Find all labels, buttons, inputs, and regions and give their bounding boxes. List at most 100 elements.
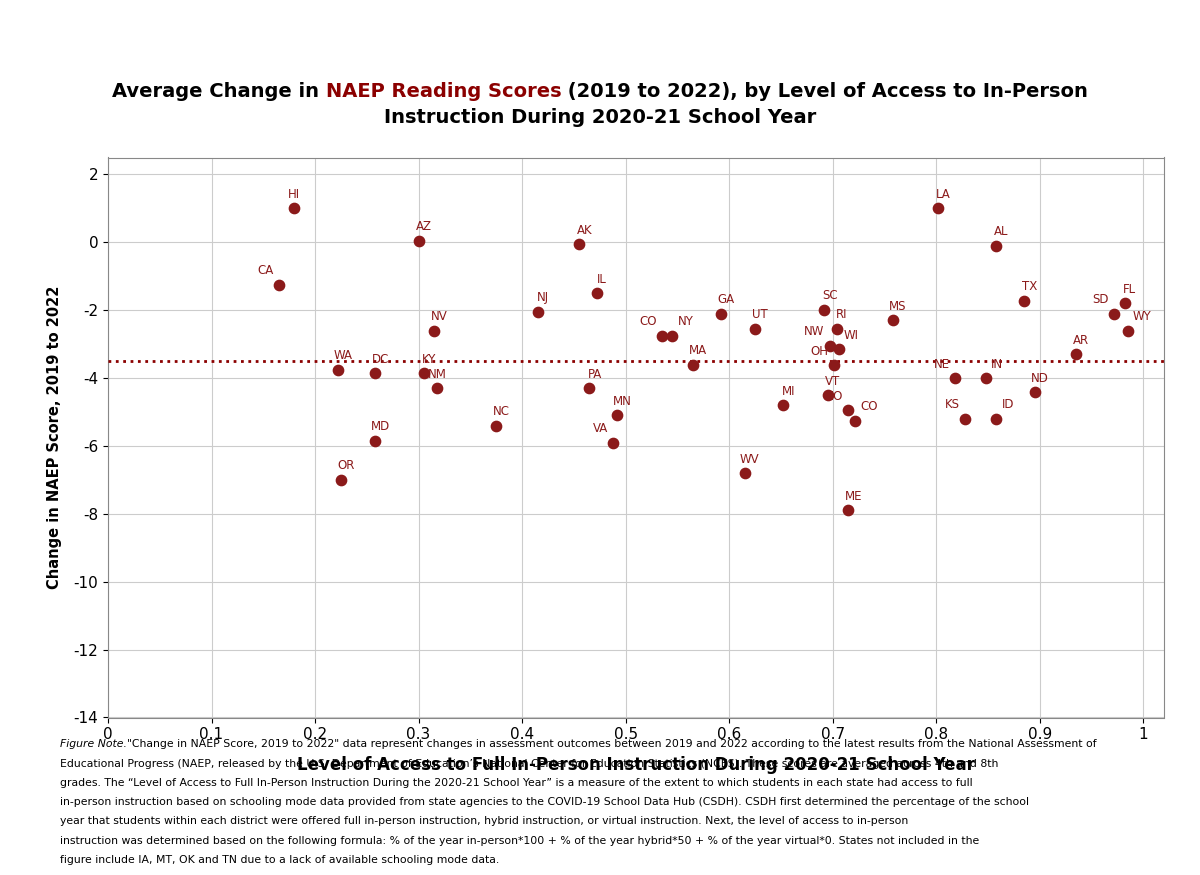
Point <box>712 306 731 320</box>
Point <box>607 409 626 423</box>
Text: WA: WA <box>334 349 353 362</box>
Point <box>331 473 350 487</box>
Text: Average Change in: Average Change in <box>112 82 325 101</box>
Point <box>815 303 834 317</box>
Text: FL: FL <box>1123 283 1136 296</box>
Text: (2019 to 2022), by Level of Access to In-Person: (2019 to 2022), by Level of Access to In… <box>562 82 1088 101</box>
Text: figure include IA, MT, OK and TN due to a lack of available schooling mode data.: figure include IA, MT, OK and TN due to … <box>60 855 499 864</box>
Point <box>528 304 547 318</box>
Point <box>487 418 506 432</box>
Text: CA: CA <box>257 264 274 277</box>
Point <box>1067 347 1086 361</box>
Text: KS: KS <box>946 398 960 411</box>
Point <box>1105 306 1124 320</box>
Point <box>820 339 839 353</box>
Text: MN: MN <box>613 395 632 408</box>
Text: LA: LA <box>936 188 950 201</box>
Text: IN: IN <box>991 358 1003 371</box>
Text: AK: AK <box>576 224 592 236</box>
Point <box>329 362 348 376</box>
Text: instruction was determined based on the following formula: % of the year in-pers: instruction was determined based on the … <box>60 836 979 845</box>
Text: Educational Progress (NAEP, released by the U.S. Department of Education’s Natio: Educational Progress (NAEP, released by … <box>60 759 998 768</box>
Text: year that students within each district were offered full in-person instruction,: year that students within each district … <box>60 816 908 826</box>
Text: WY: WY <box>1133 310 1152 323</box>
Point <box>1115 297 1134 311</box>
Point <box>425 324 444 338</box>
Point <box>745 322 764 336</box>
Text: MA: MA <box>689 344 707 357</box>
Point <box>1015 294 1034 308</box>
Text: SC: SC <box>822 289 838 302</box>
Text: in-person instruction based on schooling mode data provided from state agencies : in-person instruction based on schooling… <box>60 797 1030 807</box>
Point <box>427 382 446 396</box>
Text: NW: NW <box>804 326 824 339</box>
Text: WI: WI <box>844 329 859 342</box>
Point <box>818 388 838 402</box>
Point <box>1118 324 1138 338</box>
Text: UT: UT <box>752 308 768 321</box>
Point <box>604 436 623 450</box>
Text: NC: NC <box>493 405 510 418</box>
Y-axis label: Change in NAEP Score, 2019 to 2022: Change in NAEP Score, 2019 to 2022 <box>48 286 62 589</box>
Text: MS: MS <box>889 300 907 313</box>
Text: ME: ME <box>845 490 862 503</box>
Text: OR: OR <box>337 459 355 472</box>
Point <box>662 329 682 343</box>
Text: ID: ID <box>1002 398 1014 411</box>
Text: NY: NY <box>678 315 694 328</box>
X-axis label: Level of Access to Full In-Person Instruction During 2020-21 School Year: Level of Access to Full In-Person Instru… <box>298 756 974 774</box>
Text: GA: GA <box>718 293 734 306</box>
Text: RI: RI <box>836 308 847 321</box>
Text: NM: NM <box>427 368 446 381</box>
Text: Figure Note.: Figure Note. <box>60 739 127 749</box>
Text: NE: NE <box>934 358 949 371</box>
Text: AR: AR <box>1073 334 1090 346</box>
Text: AL: AL <box>995 225 1009 238</box>
Point <box>929 201 948 215</box>
Text: MO: MO <box>823 390 844 402</box>
Point <box>683 358 702 372</box>
Point <box>986 239 1006 253</box>
Text: SD: SD <box>1093 293 1109 306</box>
Point <box>883 313 902 327</box>
Point <box>269 277 288 291</box>
Text: HI: HI <box>288 188 300 201</box>
Point <box>824 358 844 372</box>
Point <box>977 371 996 385</box>
Point <box>986 412 1006 426</box>
Text: "Change in NAEP Score, 2019 to 2022" data represent changes in assessment outcom: "Change in NAEP Score, 2019 to 2022" dat… <box>127 739 1097 749</box>
Text: VA: VA <box>593 422 608 435</box>
Text: NV: NV <box>431 310 448 323</box>
Text: MD: MD <box>371 420 390 433</box>
Point <box>955 412 974 426</box>
Text: ND: ND <box>1031 372 1049 385</box>
Point <box>409 234 428 248</box>
Text: NJ: NJ <box>536 291 548 304</box>
Point <box>414 366 433 380</box>
Point <box>284 201 304 215</box>
Point <box>366 366 385 380</box>
Point <box>736 466 755 480</box>
Text: TX: TX <box>1021 280 1037 293</box>
Text: NAEP Reading Scores: NAEP Reading Scores <box>325 82 562 101</box>
Text: KY: KY <box>421 353 436 366</box>
Text: grades. The “Level of Access to Full In-Person Instruction During the 2020-21 Sc: grades. The “Level of Access to Full In-… <box>60 778 973 788</box>
Text: VT: VT <box>826 374 840 388</box>
Point <box>827 322 846 336</box>
Point <box>946 371 965 385</box>
Point <box>366 434 385 448</box>
Text: Instruction During 2020-21 School Year: Instruction During 2020-21 School Year <box>384 108 816 127</box>
Point <box>774 398 793 412</box>
Point <box>839 503 858 517</box>
Point <box>570 237 589 251</box>
Point <box>846 414 865 428</box>
Text: CO: CO <box>860 400 878 413</box>
Text: AZ: AZ <box>415 220 432 233</box>
Text: OH: OH <box>810 345 828 358</box>
Point <box>839 403 858 417</box>
Text: DC: DC <box>372 353 389 366</box>
Point <box>580 382 599 396</box>
Text: WV: WV <box>740 452 760 466</box>
Text: CO: CO <box>640 315 656 328</box>
Text: IL: IL <box>596 273 607 286</box>
